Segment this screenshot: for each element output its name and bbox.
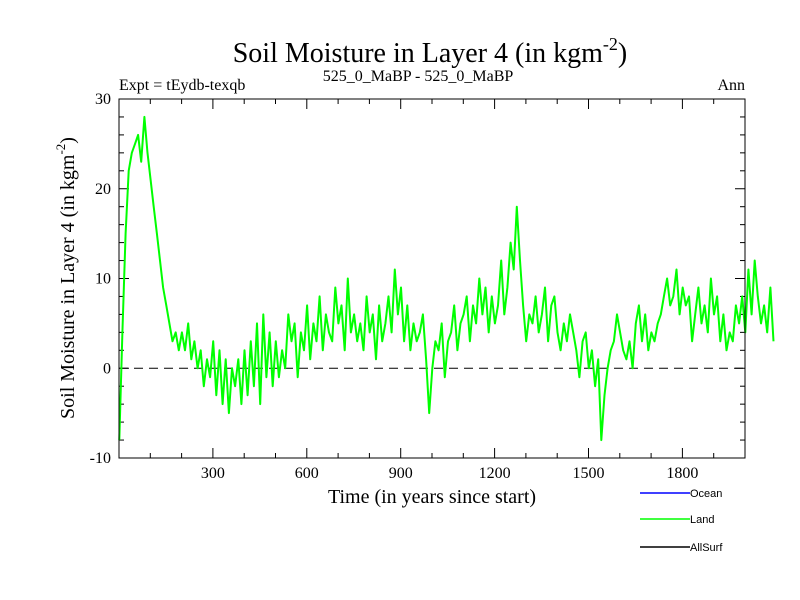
chart-title-superscript: -2 (603, 34, 618, 54)
y-axis-label-superscript: -2 (53, 144, 68, 155)
x-tick-label: 1200 (479, 465, 511, 482)
x-axis-label: Time (in years since start) (328, 486, 536, 508)
axis-ticks (119, 99, 745, 458)
y-tick-label: -10 (90, 450, 111, 467)
chart-title: Soil Moisture in Layer 4 (in kgm-2) (233, 34, 628, 69)
chart-title-text: Soil Moisture in Layer 4 (in kgm (233, 38, 603, 69)
y-tick-label: 30 (95, 91, 111, 108)
y-axis-label-close: ) (57, 137, 79, 144)
x-tick-label: 1500 (573, 465, 605, 482)
plot-frame (118, 98, 746, 459)
x-tick-label: 300 (201, 465, 225, 482)
legend-label-allsurf: AllSurf (690, 542, 723, 554)
season-label: Ann (717, 77, 745, 94)
legend-label-ocean: Ocean (690, 488, 722, 500)
experiment-label: Expt = tEydb-texqb (119, 77, 245, 94)
y-tick-label: 0 (103, 360, 111, 377)
land-series-line (118, 115, 775, 442)
y-tick-label: 20 (95, 181, 111, 198)
y-tick-label: 10 (95, 271, 111, 288)
x-tick-label: 600 (295, 465, 319, 482)
y-axis-label: Soil Moisture in Layer 4 (in kgm-2) (53, 137, 79, 419)
y-axis-label-text: Soil Moisture in Layer 4 (in kgm (57, 154, 79, 419)
chart-subtitle: 525_0_MaBP - 525_0_MaBP (323, 68, 514, 85)
legend-label-land: Land (690, 514, 714, 526)
axis-tick-labels: 300 600 900 1200 1500 1800 -10 0 10 20 30 (90, 91, 699, 482)
legend: Ocean Land AllSurf (640, 488, 723, 554)
chart-title-close: ) (618, 38, 627, 69)
x-tick-label: 900 (389, 465, 413, 482)
x-tick-label: 1800 (666, 465, 698, 482)
